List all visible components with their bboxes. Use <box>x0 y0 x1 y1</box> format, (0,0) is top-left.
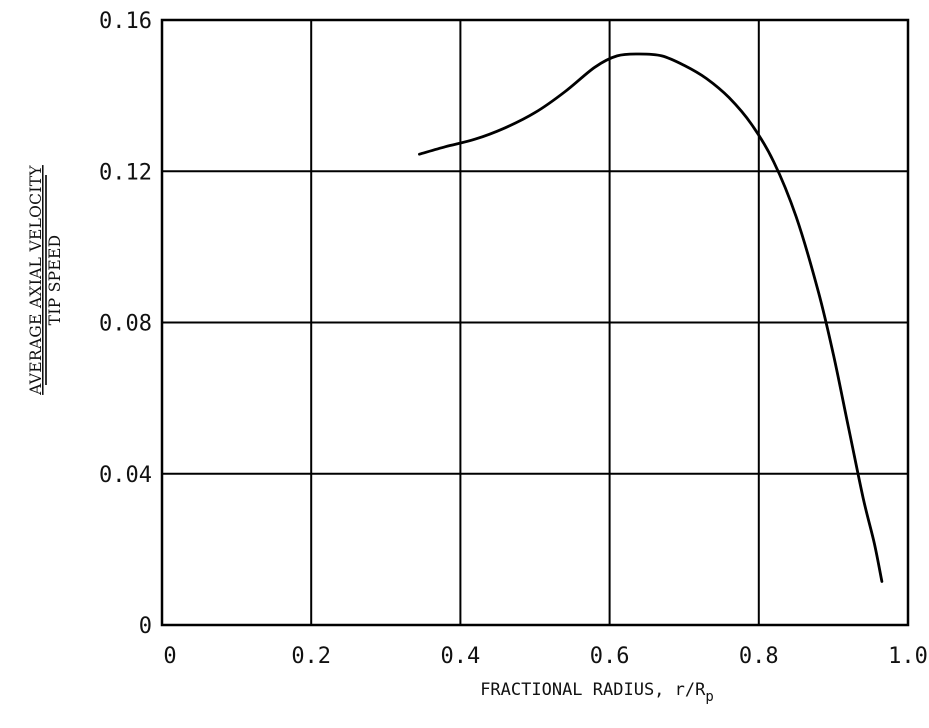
y-tick-label: 0.04 <box>99 463 152 488</box>
y-tick-label: 0 <box>139 614 152 639</box>
x-tick-label: 0.8 <box>739 644 779 669</box>
x-tick-label: 0.6 <box>590 644 630 669</box>
x-tick-label: 1.0 <box>888 644 928 669</box>
y-axis-label-denominator: TIP SPEED <box>46 235 64 326</box>
plot-frame <box>160 18 910 627</box>
x-axis-label: FRACTIONAL RADIUS, r/Rp <box>480 680 714 705</box>
x-tick-label: 0 <box>163 644 176 669</box>
y-tick-label: 0.12 <box>99 160 152 185</box>
y-tick-label: 0.08 <box>99 312 152 337</box>
x-axis-label-main: FRACTIONAL RADIUS, r/R <box>480 680 706 700</box>
x-tick-labels: 0 0.2 0.4 0.6 0.8 1.0 <box>163 644 928 669</box>
series-line <box>418 52 884 583</box>
y-tick-labels: 0 0.04 0.08 0.12 0.16 <box>99 9 152 639</box>
y-axis-label: AVERAGE AXIAL VELOCITY TIP SPEED <box>27 165 64 396</box>
gridlines <box>162 20 908 625</box>
y-axis-label-numerator: AVERAGE AXIAL VELOCITY <box>27 165 45 396</box>
y-tick-label: 0.16 <box>99 9 152 34</box>
x-tick-label: 0.4 <box>441 644 481 669</box>
x-tick-label: 0.2 <box>291 644 331 669</box>
x-axis-label-subscript: p <box>705 689 713 705</box>
